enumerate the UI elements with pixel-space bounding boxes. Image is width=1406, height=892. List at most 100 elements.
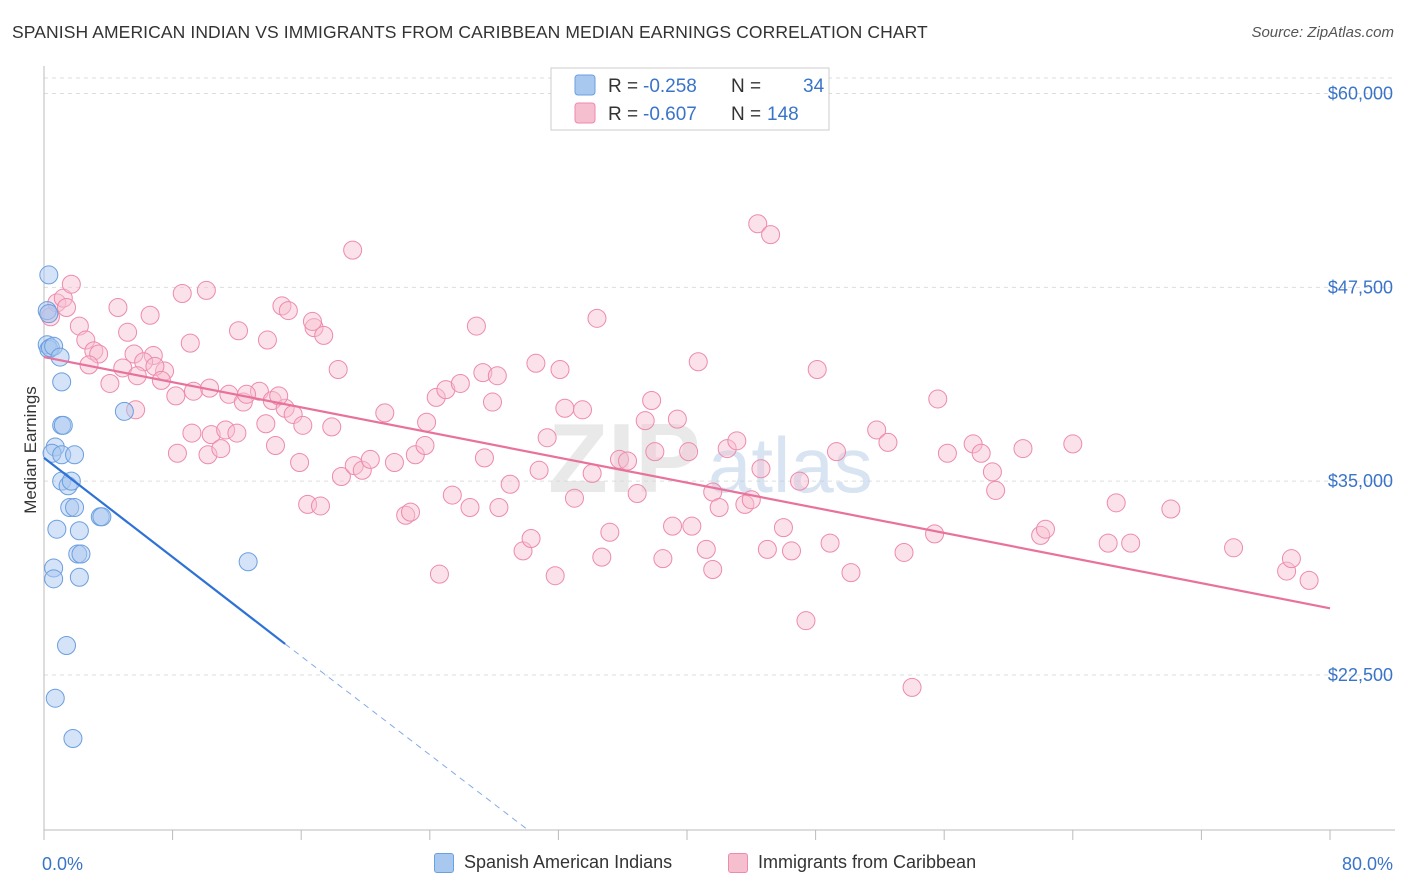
stats-r-value-2: -0.607: [643, 104, 697, 125]
point-spanish-american-indian: [65, 497, 85, 517]
point-caribbean: [727, 431, 747, 451]
point-caribbean: [781, 541, 801, 561]
point-caribbean: [482, 392, 502, 412]
point-caribbean: [229, 321, 249, 341]
point-caribbean: [89, 344, 109, 364]
point-caribbean: [140, 305, 160, 325]
point-caribbean: [757, 539, 777, 559]
point-caribbean: [310, 496, 330, 516]
legend-swatch-pink: [728, 852, 748, 873]
watermark-zip: ZIP: [548, 403, 700, 513]
point-caribbean: [761, 225, 781, 245]
stats-legend-pink-swatch: [574, 102, 596, 124]
point-caribbean: [555, 398, 575, 418]
point-caribbean: [971, 443, 991, 463]
point-caribbean: [937, 443, 957, 463]
point-caribbean: [415, 435, 435, 455]
point-caribbean: [635, 411, 655, 431]
point-caribbean: [928, 389, 948, 409]
point-caribbean: [352, 460, 372, 480]
point-spanish-american-indian: [39, 265, 59, 285]
stats-n-label-2: N =: [731, 104, 761, 125]
x-tick-label-max: 80.0%: [1342, 854, 1393, 874]
point-spanish-american-indian: [57, 635, 77, 655]
point-caribbean: [293, 415, 313, 435]
point-caribbean: [1277, 561, 1297, 581]
point-caribbean: [227, 423, 247, 443]
point-caribbean: [1224, 538, 1244, 558]
stats-legend-box: [550, 67, 830, 131]
point-caribbean: [526, 353, 546, 373]
point-caribbean: [500, 474, 520, 494]
point-caribbean: [196, 280, 216, 300]
point-caribbean: [600, 522, 620, 542]
point-caribbean: [1121, 533, 1141, 553]
point-caribbean: [211, 439, 231, 459]
y-tick-labels: $22,500 $35,000 $47,500 $60,000: [1328, 84, 1393, 685]
point-caribbean: [61, 274, 81, 294]
point-spanish-american-indian: [50, 347, 70, 367]
watermark-atlas: atlas: [708, 421, 873, 509]
point-caribbean: [466, 316, 486, 336]
gridlines: [44, 77, 1395, 676]
trend-line-spanish-american-indian: [43, 457, 286, 645]
point-caribbean: [529, 460, 549, 480]
legend-item-immigrants-from-caribbean: Immigrants from Caribbean: [728, 852, 976, 873]
y-tick-label: $22,500: [1328, 665, 1393, 685]
point-caribbean: [682, 516, 702, 536]
point-caribbean: [679, 442, 699, 462]
point-caribbean: [302, 311, 322, 331]
point-caribbean: [426, 387, 446, 407]
point-caribbean: [429, 564, 449, 584]
point-caribbean: [256, 414, 276, 434]
axes: [43, 66, 1395, 840]
point-spanish-american-indian: [65, 445, 85, 465]
point-spanish-american-indian: [44, 569, 64, 589]
point-spanish-american-indian: [63, 729, 83, 749]
point-caribbean: [751, 459, 771, 479]
chart-title: SPANISH AMERICAN INDIAN VS IMMIGRANTS FR…: [12, 22, 928, 42]
point-spanish-american-indian: [45, 688, 65, 708]
stats-r-label-2: R =: [608, 104, 638, 125]
point-caribbean: [717, 439, 737, 459]
point-caribbean: [627, 484, 647, 504]
series-legend: Spanish American Indians Immigrants from…: [0, 852, 1406, 878]
point-caribbean: [773, 518, 793, 538]
point-caribbean: [982, 462, 1002, 482]
legend-label-spanish-american-indians: Spanish American Indians: [464, 852, 673, 872]
point-caribbean: [322, 417, 342, 437]
source-label: Source: ZipAtlas.com: [1251, 24, 1394, 41]
watermark: ZIP atlas: [548, 403, 873, 513]
point-caribbean: [841, 563, 861, 583]
point-spanish-american-indian: [92, 507, 112, 527]
point-caribbean: [925, 524, 945, 544]
point-caribbean: [1281, 549, 1301, 569]
stats-r-value-1: -0.258: [643, 76, 697, 97]
point-caribbean: [1106, 493, 1126, 513]
point-caribbean: [894, 542, 914, 562]
point-caribbean: [667, 409, 687, 429]
point-caribbean: [417, 412, 437, 432]
point-caribbean: [1063, 434, 1083, 454]
point-caribbean: [278, 301, 298, 321]
point-caribbean: [76, 330, 96, 350]
point-spanish-american-indian: [71, 544, 91, 564]
point-caribbean: [592, 547, 612, 567]
point-caribbean: [688, 352, 708, 372]
point-caribbean: [166, 386, 186, 406]
point-caribbean: [564, 488, 584, 508]
trend-line-spanish-american-indian-extension: [284, 643, 529, 831]
point-caribbean: [460, 497, 480, 517]
point-caribbean: [653, 549, 673, 569]
point-caribbean: [986, 480, 1006, 500]
point-caribbean: [57, 297, 77, 317]
point-caribbean: [216, 420, 236, 440]
point-caribbean: [436, 380, 456, 400]
point-caribbean: [537, 428, 557, 448]
point-caribbean: [265, 435, 285, 455]
stats-n-label-1: N =: [731, 76, 761, 97]
trend-line-caribbean: [43, 356, 1331, 610]
point-caribbean: [573, 400, 593, 420]
point-caribbean: [487, 366, 507, 386]
